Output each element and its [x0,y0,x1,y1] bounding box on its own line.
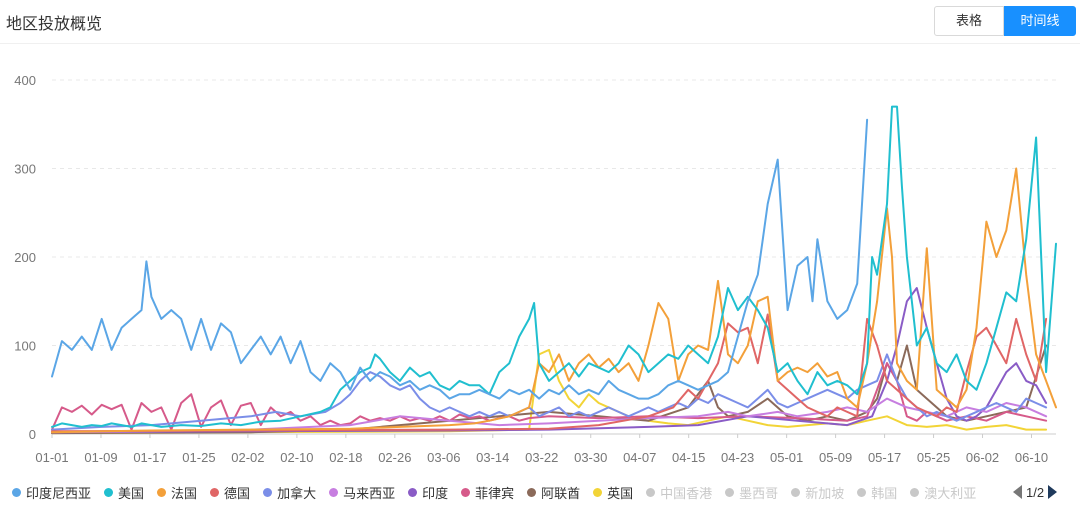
series-line-美国[interactable] [51,105,1057,428]
x-tick-label: 01-17 [133,450,166,465]
legend-item[interactable]: 法国 [157,483,197,502]
legend-pager: 1/2 [1013,482,1058,502]
legend-dot-icon [104,487,114,497]
x-tick-label: 05-25 [917,450,950,465]
legend-dot-icon [646,487,656,497]
series-line-英国[interactable] [51,348,1048,435]
legend-page-indicator: 1/2 [1026,484,1045,500]
x-tick-label: 02-26 [378,450,411,465]
legend-label: 美国 [118,485,145,501]
legend-item[interactable]: 菲律宾 [461,483,514,502]
legend-item[interactable]: 印度 [408,483,448,502]
legend-dot-icon [263,487,273,497]
x-tick-label: 04-07 [623,450,656,465]
series-line-法国[interactable] [51,167,1057,434]
x-tick-label: 06-10 [1015,450,1048,465]
x-tick-label: 05-17 [868,450,901,465]
page-title: 地区投放概览 [6,16,103,33]
x-tick-label: 02-18 [329,450,362,465]
legend-dot-icon [725,487,735,497]
legend-dot-icon [408,487,418,497]
series-line-加拿大[interactable] [51,353,1048,431]
legend-dot-icon [910,487,920,497]
legend-label: 韩国 [871,485,898,501]
x-tick-label: 02-10 [280,450,313,465]
legend-next-page-icon[interactable] [1048,485,1058,499]
y-tick-label: 100 [14,339,36,354]
legend-label: 墨西哥 [739,485,779,501]
legend-label: 法国 [171,485,198,501]
legend-dot-icon [157,487,167,497]
x-tick-label: 02-02 [231,450,264,465]
x-tick-label: 01-01 [35,450,68,465]
legend-label: 德国 [224,485,251,501]
series-line-印度[interactable] [51,287,1048,434]
x-tick-label: 04-15 [672,450,705,465]
legend-label: 澳大利亚 [924,485,977,501]
table-view-button[interactable]: 表格 [934,6,1004,36]
legend-label: 中国香港 [660,485,713,501]
legend-dot-icon [791,487,801,497]
legend-label: 菲律宾 [475,485,515,501]
legend-label: 英国 [607,485,634,501]
legend-label: 阿联酋 [541,485,581,501]
series-line-印度尼西亚[interactable] [51,118,869,400]
legend-item[interactable]: 英国 [593,483,633,502]
legend-dot-icon [210,487,220,497]
x-tick-label: 03-30 [574,450,607,465]
legend-item[interactable]: 马来西亚 [329,483,395,502]
legend-item[interactable]: 印度尼西亚 [12,483,91,502]
legend-item[interactable]: 新加坡 [791,483,844,502]
legend-label: 印度尼西亚 [26,485,92,501]
legend-item[interactable]: 韩国 [857,483,897,502]
y-tick-label: 200 [14,250,36,265]
x-tick-label: 05-01 [770,450,803,465]
legend-item[interactable]: 中国香港 [646,483,712,502]
x-tick-label: 03-22 [525,450,558,465]
line-chart: 0 100 200 300 400 01-01 01-09 01-17 01-25 02-02 02… [14,73,1057,465]
x-tick-label: 01-25 [182,450,215,465]
legend-label: 新加坡 [805,485,845,501]
chart-header: 地区投放概览 表格 时间线 [0,0,1080,44]
view-toggle: 表格 时间线 [934,6,1076,36]
legend-dot-icon [593,487,603,497]
x-tick-label: 04-23 [721,450,754,465]
x-tick-label: 06-02 [966,450,999,465]
x-tick-label: 03-14 [476,450,509,465]
legend-prev-page-icon[interactable] [1013,485,1022,499]
legend-dot-icon [857,487,867,497]
series-line-马来西亚[interactable] [51,397,1048,434]
y-tick-label: 0 [29,427,36,442]
x-tick-label: 05-09 [819,450,852,465]
legend-dot-icon [12,487,21,497]
series-line-菲律宾[interactable] [51,362,1048,431]
y-tick-label: 400 [14,73,36,88]
timeline-view-button[interactable]: 时间线 [1004,6,1076,36]
legend-item[interactable]: 澳大利亚 [910,483,976,502]
legend-label: 印度 [422,485,449,501]
legend-item[interactable]: 美国 [104,483,144,502]
legend-label: 加拿大 [277,485,317,501]
legend-dot-icon [527,487,537,497]
legend-dot-icon [461,487,471,497]
chart-legend: 印度尼西亚 美国 法国 德国 加拿大 马来西亚 印度 菲律宾 阿联酋 英国 中国香港 墨西哥 新加坡 韩国… [12,482,989,502]
legend-item[interactable]: 阿联酋 [527,483,580,502]
x-tick-label: 03-06 [427,450,460,465]
legend-dot-icon [329,487,339,497]
y-tick-label: 300 [14,162,36,177]
legend-label: 马来西亚 [343,485,396,501]
legend-item[interactable]: 墨西哥 [725,483,778,502]
legend-item[interactable]: 德国 [210,483,250,502]
x-tick-label: 01-09 [84,450,117,465]
legend-item[interactable]: 加拿大 [263,483,316,502]
